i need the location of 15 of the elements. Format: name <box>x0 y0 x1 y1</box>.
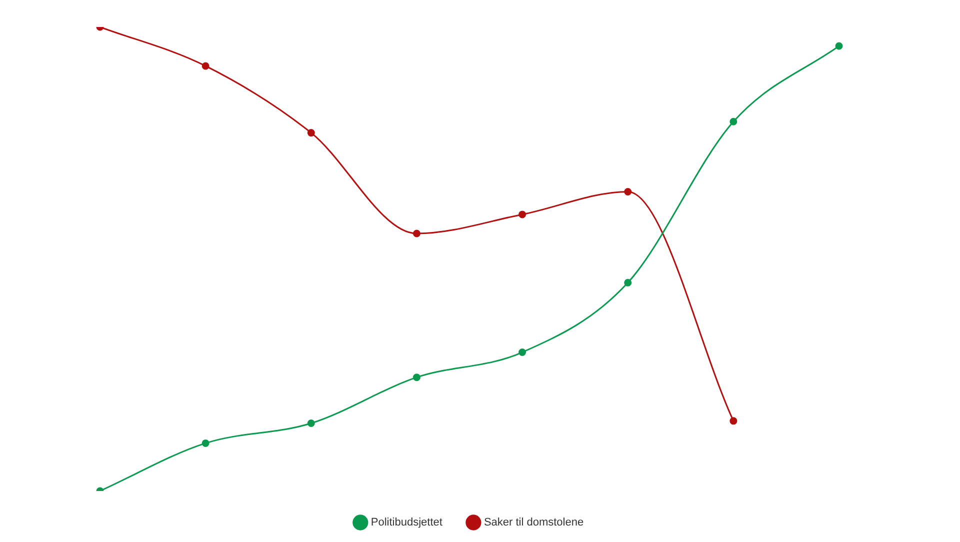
point <box>202 62 210 70</box>
legend-label: Politibudsjettet <box>370 516 442 529</box>
point <box>730 417 738 425</box>
point <box>412 230 420 238</box>
point <box>518 348 526 356</box>
point <box>518 210 526 218</box>
point <box>307 420 315 428</box>
point <box>624 278 632 286</box>
point <box>307 129 315 137</box>
point <box>730 118 738 126</box>
point <box>202 439 210 447</box>
legend-label: Saker til domstolene <box>484 516 584 529</box>
point <box>412 374 420 382</box>
point <box>835 42 843 50</box>
point <box>624 188 632 196</box>
